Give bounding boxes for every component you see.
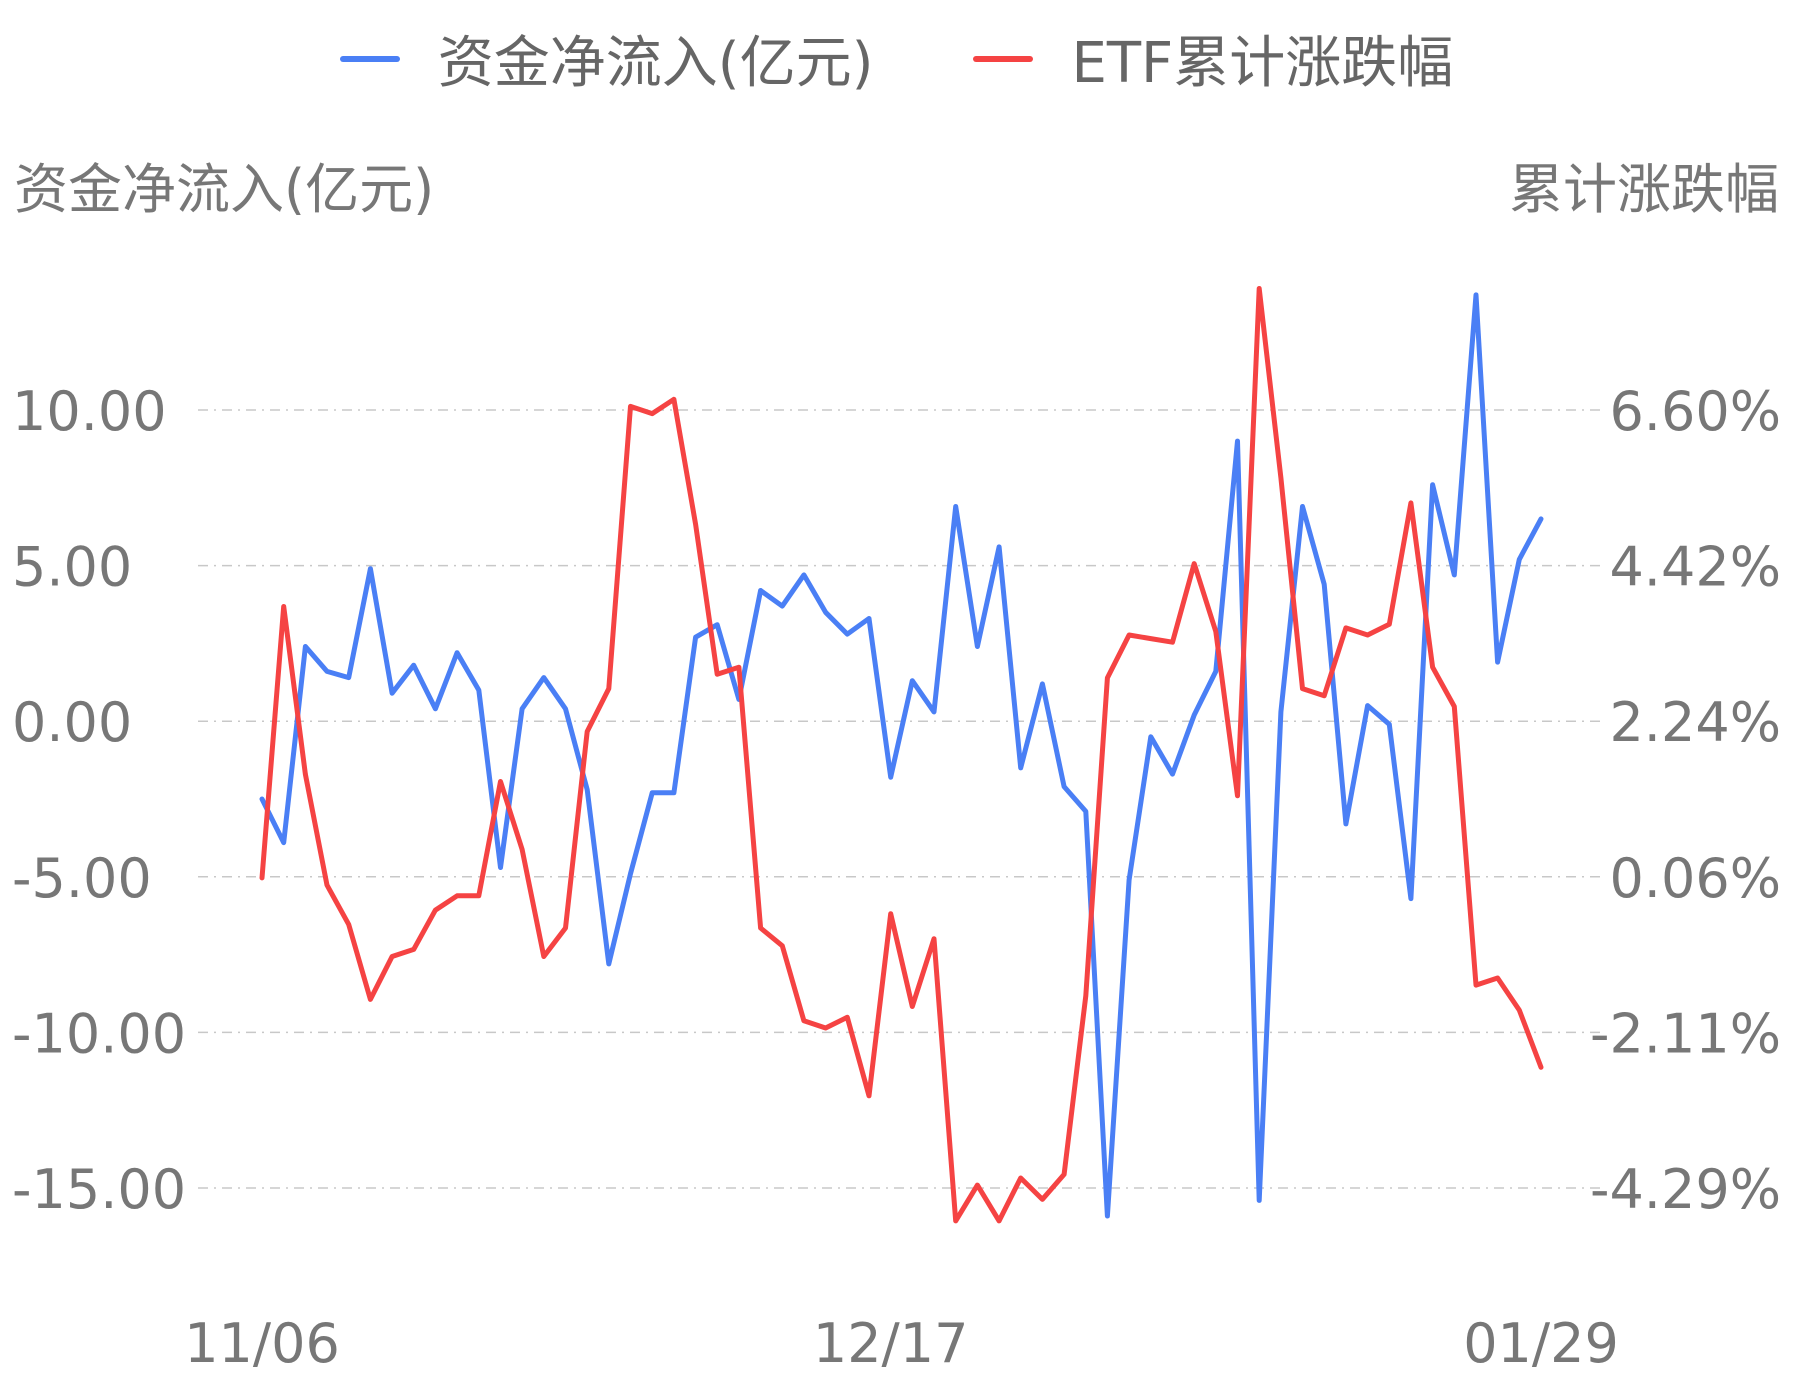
- left-tick-label: -10.00: [12, 1002, 186, 1065]
- left-tick-label: 0.00: [12, 691, 132, 754]
- series-line-etf-change: [259, 286, 1544, 1224]
- left-tick-label: 10.00: [12, 380, 167, 443]
- legend-label-etf-change: ETF累计涨跌幅: [1071, 31, 1454, 96]
- legend-item-inflow[interactable]: 资金净流入(亿元): [339, 18, 874, 99]
- left-tick-label: -5.00: [12, 847, 152, 910]
- x-tick-label: 11/06: [184, 1312, 340, 1375]
- right-tick-label: 6.60%: [1609, 380, 1781, 443]
- right-tick-label: -2.11%: [1590, 1002, 1781, 1065]
- right-axis-ticks: 6.60% 4.42% 2.24% 0.06% -2.11% -4.29%: [1590, 380, 1781, 1221]
- legend-swatch-inflow: [339, 55, 400, 62]
- legend-item-etf-change[interactable]: ETF累计涨跌幅: [973, 18, 1453, 99]
- left-axis-ticks: 10.00 5.00 0.00 -5.00 -10.00 -15.00: [12, 380, 186, 1221]
- series: [259, 286, 1544, 1224]
- left-axis-title: 资金净流入(亿元): [14, 158, 435, 221]
- right-tick-label: 4.42%: [1609, 536, 1781, 599]
- x-tick-label: 01/29: [1463, 1312, 1619, 1375]
- right-tick-label: -4.29%: [1590, 1158, 1781, 1221]
- left-tick-label: 5.00: [12, 536, 132, 599]
- series-line-inflow: [259, 292, 1544, 1219]
- x-tick-label: 12/17: [813, 1312, 969, 1375]
- legend-swatch-etf-change: [973, 55, 1034, 62]
- right-tick-label: 2.24%: [1609, 691, 1781, 754]
- gridlines: [198, 409, 1605, 1189]
- right-axis-title: 累计涨跌幅: [1509, 158, 1779, 221]
- x-axis-ticks: 11/06 12/17 01/29: [184, 1312, 1619, 1375]
- legend-label-inflow: 资金净流入(亿元): [437, 31, 874, 96]
- legend: 资金净流入(亿元) ETF累计涨跌幅: [0, 18, 1793, 99]
- right-tick-label: 0.06%: [1609, 847, 1781, 910]
- left-tick-label: -15.00: [12, 1158, 186, 1221]
